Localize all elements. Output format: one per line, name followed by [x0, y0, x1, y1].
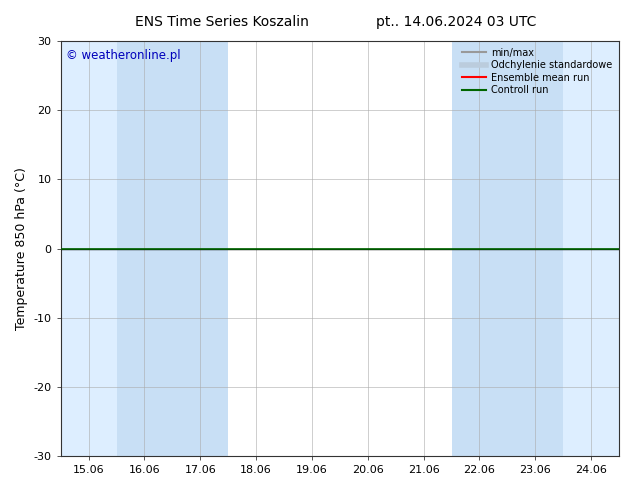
Text: pt.. 14.06.2024 03 UTC: pt.. 14.06.2024 03 UTC [377, 15, 536, 29]
Bar [563, 41, 619, 456]
Text: ENS Time Series Koszalin: ENS Time Series Koszalin [135, 15, 309, 29]
Text: © weatheronline.pl: © weatheronline.pl [67, 49, 181, 62]
Y-axis label: Temperature 850 hPa (°C): Temperature 850 hPa (°C) [15, 167, 28, 330]
Bar [117, 41, 228, 456]
Legend: min/max, Odchylenie standardowe, Ensemble mean run, Controll run: min/max, Odchylenie standardowe, Ensembl… [460, 46, 614, 97]
Bar [451, 41, 563, 456]
Bar [61, 41, 117, 456]
